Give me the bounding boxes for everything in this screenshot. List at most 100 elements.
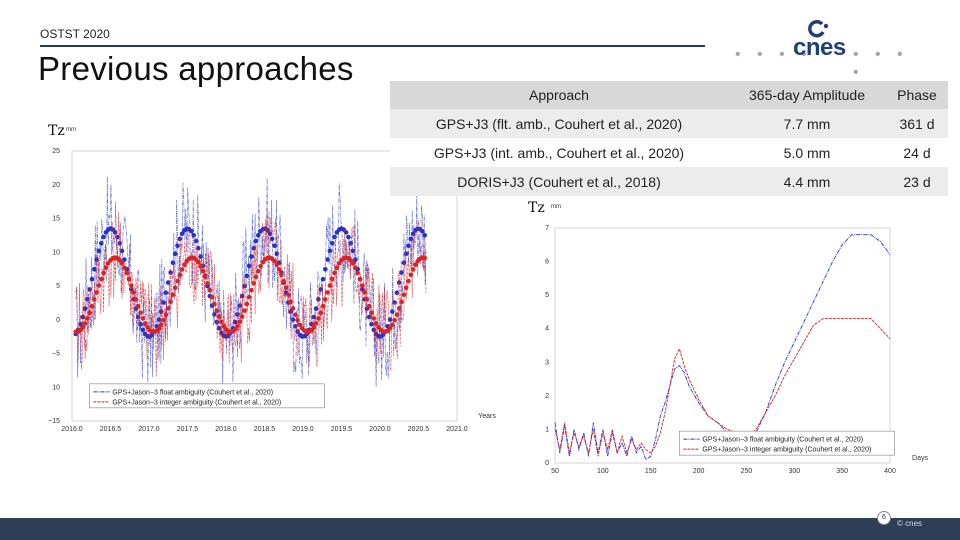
fit-point [96,283,102,288]
col-approach: Approach [390,81,728,109]
fit-point [406,278,411,284]
fit-point [272,258,277,264]
fit-point [297,322,303,328]
x-tick-label: 2017.0 [138,426,160,433]
fit-point [172,285,178,291]
fit-point [124,270,129,276]
fit-point [179,267,185,272]
fit-point [119,261,125,266]
x-tick-label: 350 [836,468,848,475]
x-tick-label: 2019.5 [331,426,353,433]
fit-point [175,243,180,248]
fit-point [272,243,277,248]
fit-point [82,306,88,311]
x-tick-label: 2017.5 [177,426,199,433]
fit-point [256,233,261,238]
cell-amplitude: 5.0 mm [728,138,886,167]
fit-point [103,265,109,270]
fit-point [318,287,324,292]
fit-point [142,321,148,326]
series-line [554,318,891,457]
fit-point [253,238,259,244]
fit-point [216,314,222,319]
fit-point [316,316,321,321]
x-tick-label: 2016.0 [61,426,83,433]
fit-point [251,245,256,251]
fit-point [313,321,319,326]
fit-point [191,233,196,238]
fit-point [94,290,99,295]
legend: GPS+Jason−3 float ambiguity (Couhert et … [89,383,325,409]
cell-amplitude: 4.4 mm [728,167,886,196]
fit-point [357,276,363,282]
fit-point [267,231,273,237]
header-divider [40,45,705,47]
fit-point [353,257,358,262]
x-tick-label: 400 [884,468,896,475]
fit-point [198,254,203,259]
x-tick-label: 50 [551,468,559,475]
x-tick-label: 100 [597,468,609,475]
fit-point [96,248,102,254]
fit-point [219,319,224,325]
cnes-logo-mark [808,19,829,38]
y-axis-label: Tz [48,123,65,139]
fit-point [332,270,337,276]
fit-point [159,322,164,328]
fit-point [202,274,208,280]
fit-point [179,231,185,237]
fit-point [364,297,370,302]
fit-point [318,310,324,315]
y-axis-unit: mm [66,127,76,133]
cell-phase: 361 d [886,109,948,138]
fit-point [200,268,206,274]
cell-approach: GPS+J3 (flt. amb., Couhert et al., 2020) [390,109,728,138]
fit-point [168,299,173,304]
fit-point [274,251,280,256]
x-tick-label: 2016.5 [100,426,122,433]
fit-point [410,267,416,272]
fit-point [189,229,194,234]
fit-point [330,241,335,246]
fit-point [244,273,250,279]
fit-point [133,297,139,302]
y-axis-unit: mm [551,204,561,210]
fit-point [99,241,104,246]
y-tick-label: 10 [52,249,60,256]
page-title: Previous approaches [38,50,354,87]
fit-point [346,234,351,240]
fit-point [290,306,296,311]
x-tick-label: 2020.0 [369,426,391,433]
fit-point [403,251,409,256]
logo-dots-left: • • • • [735,46,813,63]
cell-amplitude: 7.7 mm [728,109,886,138]
y-tick-label: 0 [56,317,60,324]
fit-point [161,300,166,305]
fit-point [207,287,213,293]
x-tick-label: 300 [788,468,800,475]
fit-point [256,268,261,274]
x-axis-label: Years [478,413,496,420]
fit-point [253,274,259,280]
fit-point [209,294,215,300]
y-tick-label: 5 [56,283,60,290]
fit-point [216,325,222,331]
y-tick-label: 0 [545,460,549,467]
fit-point [89,303,95,309]
x-tick-label: 250 [741,468,753,475]
fit-point [135,314,141,320]
years-chart: Tz mm −15 10 −5 0 5 10 15 20 25 2016.0 2016.5 2017.0 2… [48,123,496,433]
y-tick-label: 25 [52,148,60,155]
fit-point [101,270,106,276]
fit-point [122,265,127,270]
fit-point [138,321,143,327]
fit-point [87,310,92,315]
fit-point [249,254,254,259]
fit-point [396,306,402,311]
x-tick-label: 150 [645,468,657,475]
x-tick-label: 2019.0 [292,426,314,433]
fit-point [237,319,243,325]
fit-point [325,257,330,262]
fit-point [369,310,374,315]
legend-label: GPS+Jason−3 integer ambiguity (Couhert e… [702,447,871,454]
